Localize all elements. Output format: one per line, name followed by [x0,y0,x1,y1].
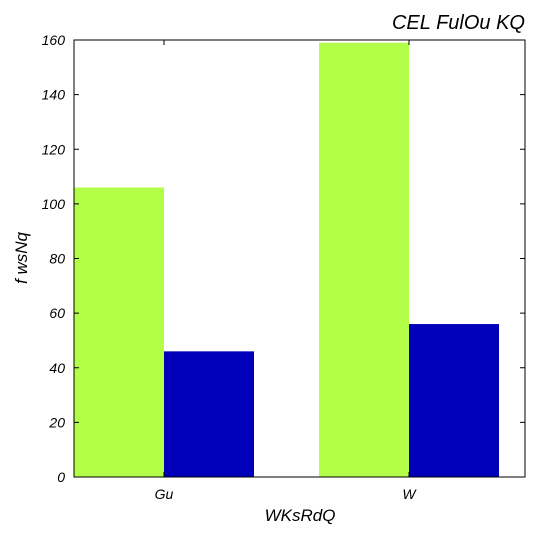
x-tick-label-w: W [402,486,417,502]
y-tick-label-60: 60 [49,305,65,321]
bar-gu-series-1 [74,187,164,478]
y-axis: 0 20 40 60 80 100 120 140 160 [42,32,525,485]
y-tick-label-80: 80 [49,251,65,267]
y-tick-label-20: 20 [48,414,65,430]
y-tick-label-120: 120 [42,141,66,157]
bar-w-series-2 [409,324,499,477]
y-axis-title: f wsNq [12,231,31,284]
x-tick-label-gu: Gu [155,486,174,502]
x-axis-title: WKsRdQ [265,506,336,525]
y-tick-label-100: 100 [42,196,66,212]
y-tick-label-40: 40 [49,360,65,376]
y-tick-label-0: 0 [57,469,65,485]
bars-group [74,42,499,478]
bar-gu-series-2 [164,351,254,477]
chart-title: CEL FulOu KQ [392,12,525,34]
y-tick-label-160: 160 [42,32,66,48]
y-tick-label-140: 140 [42,87,66,103]
x-axis: Gu W [155,40,417,502]
bar-w-series-1 [319,42,409,477]
